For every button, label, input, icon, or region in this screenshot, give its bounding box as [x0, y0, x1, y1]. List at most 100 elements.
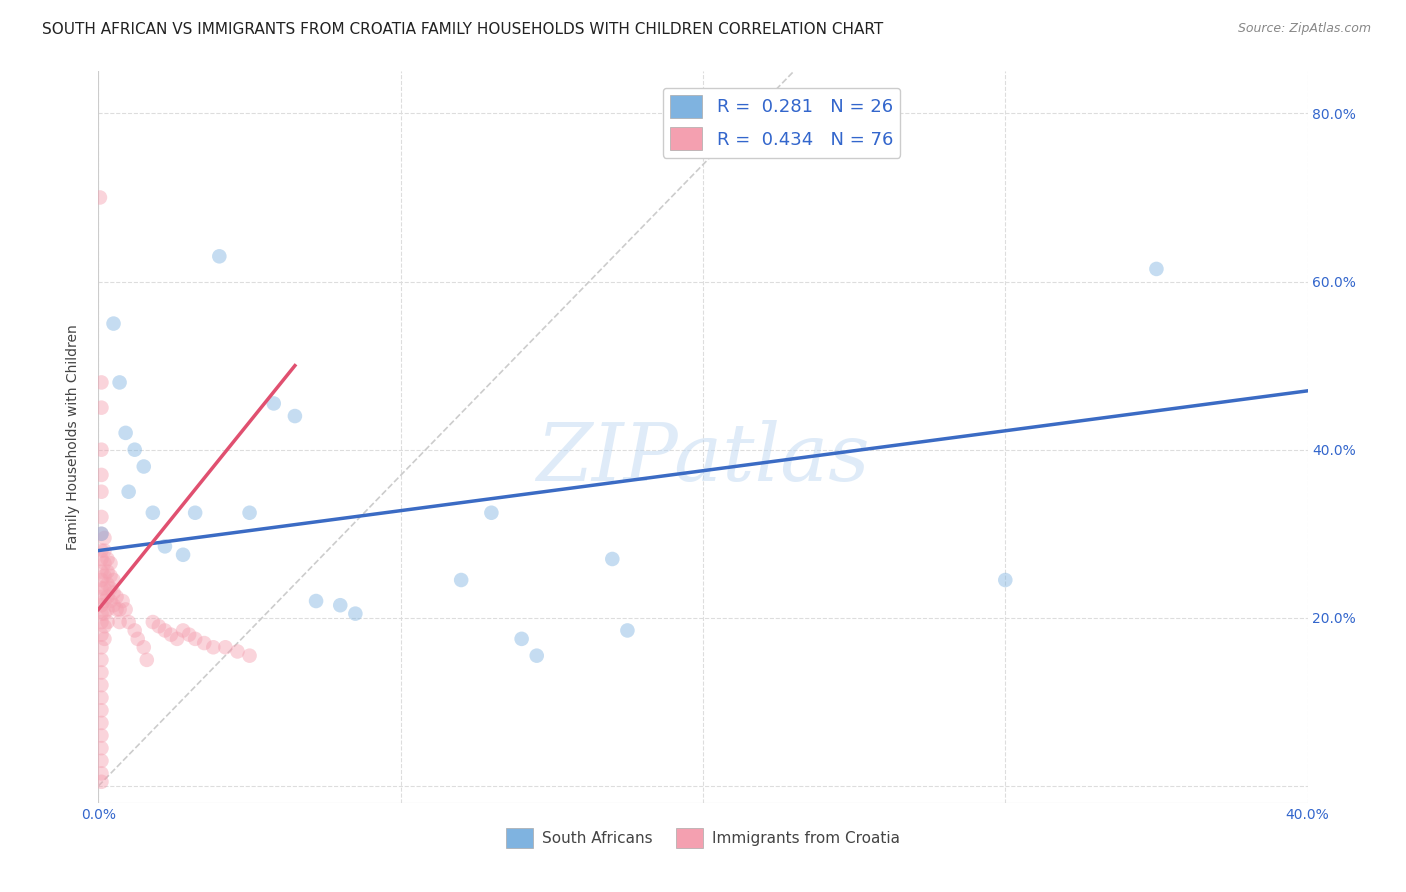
Point: [90, 678, 112, 692]
Point: [305, 594, 328, 608]
Point: [100, 569, 122, 583]
Point: [96, 602, 118, 616]
Point: [90, 526, 112, 541]
Point: [90, 565, 112, 579]
Point: [239, 648, 262, 663]
Point: [90, 665, 112, 680]
Point: [193, 636, 215, 650]
Point: [616, 624, 638, 638]
Point: [160, 627, 183, 641]
Point: [114, 425, 136, 440]
Point: [135, 653, 157, 667]
Point: [90, 754, 112, 768]
Y-axis label: Family Households with Children: Family Households with Children: [66, 324, 80, 550]
Point: [93, 543, 115, 558]
Point: [100, 594, 122, 608]
Point: [90, 653, 112, 667]
Point: [90, 552, 112, 566]
Point: [108, 615, 131, 629]
Point: [111, 594, 134, 608]
Point: [166, 632, 188, 646]
Point: [90, 690, 112, 705]
Point: [90, 599, 112, 613]
Point: [90, 543, 112, 558]
Point: [93, 619, 115, 633]
Text: Source: ZipAtlas.com: Source: ZipAtlas.com: [1237, 22, 1371, 36]
Point: [103, 573, 125, 587]
Point: [90, 467, 112, 482]
Point: [93, 594, 115, 608]
Point: [90, 729, 112, 743]
Point: [103, 317, 125, 331]
Point: [329, 599, 352, 613]
Point: [450, 573, 472, 587]
Point: [132, 640, 155, 655]
Point: [172, 624, 194, 638]
Point: [90, 401, 112, 415]
Point: [90, 607, 112, 621]
Point: [90, 766, 112, 780]
Point: [100, 582, 122, 596]
Point: [108, 376, 131, 390]
Point: [100, 556, 122, 570]
Point: [90, 590, 112, 604]
Point: [184, 632, 207, 646]
Point: [93, 632, 115, 646]
Point: [103, 599, 125, 613]
Text: ZIPatlas: ZIPatlas: [536, 420, 870, 498]
Point: [96, 552, 118, 566]
Point: [96, 577, 118, 591]
Point: [239, 506, 262, 520]
Text: SOUTH AFRICAN VS IMMIGRANTS FROM CROATIA FAMILY HOUSEHOLDS WITH CHILDREN CORRELA: SOUTH AFRICAN VS IMMIGRANTS FROM CROATIA…: [42, 22, 883, 37]
Point: [153, 624, 176, 638]
Legend: South Africans, Immigrants from Croatia: South Africans, Immigrants from Croatia: [499, 822, 907, 854]
Point: [90, 703, 112, 717]
Point: [226, 644, 249, 658]
Point: [105, 602, 128, 616]
Point: [96, 615, 118, 629]
Point: [90, 573, 112, 587]
Point: [90, 582, 112, 596]
Point: [90, 640, 112, 655]
Point: [96, 565, 118, 579]
Point: [90, 376, 112, 390]
Point: [1144, 261, 1167, 276]
Point: [132, 459, 155, 474]
Point: [142, 615, 165, 629]
Point: [93, 582, 115, 596]
Point: [153, 540, 176, 554]
Point: [90, 510, 112, 524]
Point: [344, 607, 367, 621]
Point: [90, 741, 112, 756]
Point: [90, 484, 112, 499]
Point: [105, 590, 128, 604]
Point: [602, 552, 624, 566]
Point: [148, 619, 170, 633]
Point: [124, 442, 146, 457]
Point: [89, 190, 111, 204]
Point: [118, 484, 141, 499]
Point: [118, 615, 141, 629]
Point: [124, 624, 146, 638]
Point: [93, 531, 115, 545]
Point: [93, 607, 115, 621]
Point: [214, 640, 236, 655]
Point: [526, 648, 548, 663]
Point: [90, 526, 112, 541]
Point: [172, 548, 194, 562]
Point: [481, 506, 503, 520]
Point: [90, 442, 112, 457]
Point: [142, 506, 165, 520]
Point: [127, 632, 149, 646]
Point: [90, 615, 112, 629]
Point: [90, 774, 112, 789]
Point: [90, 627, 112, 641]
Point: [90, 715, 112, 730]
Point: [510, 632, 533, 646]
Point: [114, 602, 136, 616]
Point: [179, 627, 201, 641]
Point: [93, 556, 115, 570]
Point: [263, 396, 285, 410]
Point: [96, 590, 118, 604]
Point: [994, 573, 1017, 587]
